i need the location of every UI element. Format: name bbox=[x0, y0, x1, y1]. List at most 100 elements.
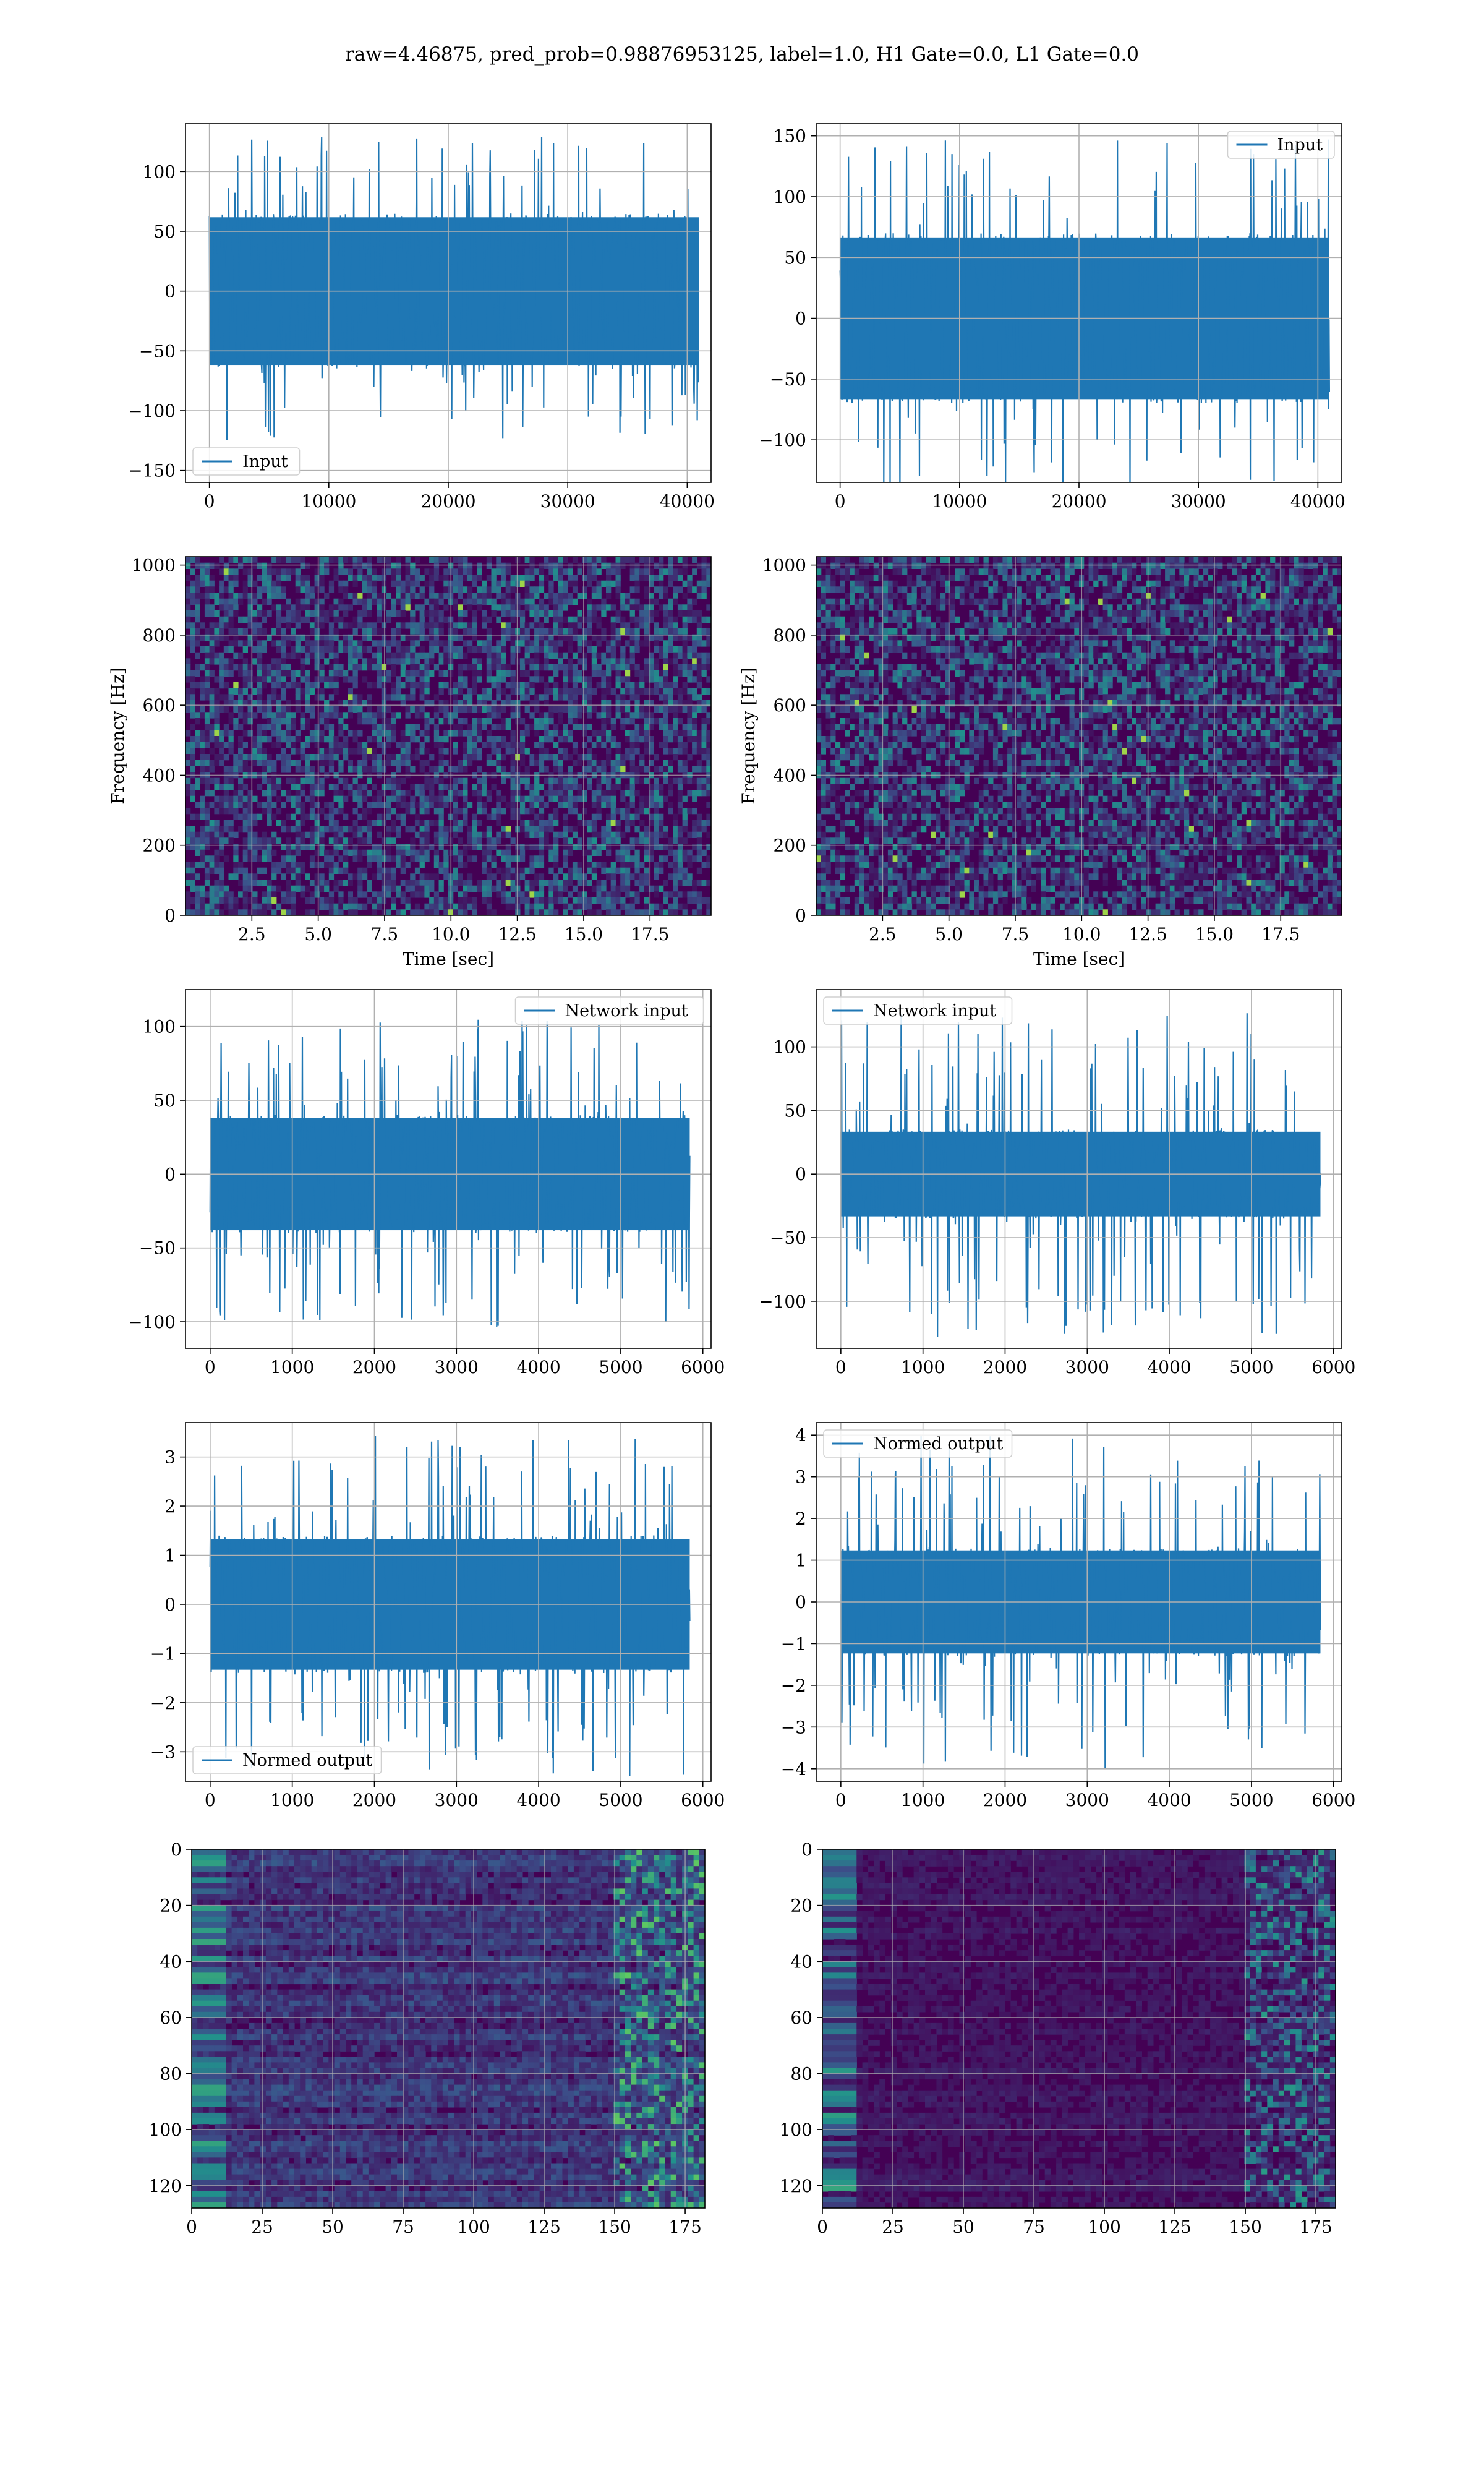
x-tick-label: 125 bbox=[1158, 2217, 1191, 2237]
x-tick-label: 5000 bbox=[1229, 1357, 1273, 1377]
x-tick-label: 17.5 bbox=[631, 924, 669, 944]
x-tick-label: 30000 bbox=[1171, 491, 1226, 511]
y-tick-label: −50 bbox=[770, 369, 806, 390]
chart-spec-l1: 2.5 5.0 7.5 10.0 12.5 15.0 17.5 0 200 400 600 800 10… bbox=[738, 555, 1342, 969]
x-tick-label: 20000 bbox=[1051, 491, 1106, 511]
y-tick-label: 60 bbox=[160, 2008, 182, 2028]
y-tick-label: 400 bbox=[143, 765, 176, 785]
x-tick-label: 125 bbox=[527, 2217, 560, 2237]
x-tick-label: 5.0 bbox=[935, 924, 963, 944]
y-tick-label: 120 bbox=[780, 2176, 812, 2196]
x-tick-label: 150 bbox=[1229, 2217, 1261, 2237]
y-tick-label: −3 bbox=[150, 1742, 176, 1762]
y-tick-label: 50 bbox=[153, 221, 176, 242]
x-tick-label: 20000 bbox=[420, 491, 475, 511]
x-tick-label: 3000 bbox=[435, 1790, 479, 1810]
legend: Network input bbox=[514, 996, 704, 1025]
x-tick-label: 100 bbox=[1088, 2217, 1120, 2237]
y-tick-label: −50 bbox=[770, 1228, 806, 1248]
y-tick-label: 200 bbox=[143, 836, 176, 856]
x-tick-label: 7.5 bbox=[1002, 924, 1030, 944]
legend-label: Input bbox=[242, 452, 288, 471]
legend: Network input bbox=[823, 996, 1013, 1025]
axes-frame bbox=[816, 989, 1342, 1349]
legend-box bbox=[823, 1429, 1013, 1458]
y-tick-label: 150 bbox=[774, 126, 806, 147]
x-tick-label: 1000 bbox=[270, 1357, 314, 1377]
legend: Normed output bbox=[823, 1429, 1013, 1458]
y-tick-label: 0 bbox=[164, 905, 176, 926]
x-tick-label: 0 bbox=[204, 491, 215, 511]
y-tick-label: −100 bbox=[759, 430, 806, 450]
y-tick-label: 3 bbox=[164, 1447, 176, 1468]
y-tick-label: 120 bbox=[149, 2176, 182, 2196]
signal-line bbox=[209, 1436, 691, 1776]
signal-line bbox=[840, 1013, 1321, 1337]
y-tick-label: 0 bbox=[795, 905, 806, 926]
x-tick-label: 6000 bbox=[681, 1357, 725, 1377]
y-tick-label: 2 bbox=[164, 1496, 176, 1517]
y-tick-label: 60 bbox=[790, 2008, 812, 2028]
x-tick-label: 7.5 bbox=[371, 924, 399, 944]
y-tick-label: 100 bbox=[774, 1037, 806, 1058]
y-tick-label: 100 bbox=[774, 187, 806, 207]
chart-ts-l1-network-input: 0 1000 2000 3000 4000 5000 6000 −100 −50 0 50 100 Ne… bbox=[759, 989, 1355, 1377]
x-tick-label: 0 bbox=[817, 2217, 828, 2237]
x-tick-label: 10000 bbox=[932, 491, 987, 511]
x-tick-label: 4000 bbox=[516, 1790, 560, 1810]
y-tick-label: −50 bbox=[139, 1238, 176, 1259]
chart-spec-h1: 2.5 5.0 7.5 10.0 12.5 15.0 17.5 0 200 400 600 800 10… bbox=[108, 555, 712, 969]
x-tick-label: 3000 bbox=[1065, 1357, 1109, 1377]
y-tick-label: 50 bbox=[153, 1090, 176, 1111]
x-tick-label: 15.0 bbox=[1195, 924, 1234, 944]
legend-label: Normed output bbox=[873, 1434, 1003, 1453]
x-tick-label: 2000 bbox=[352, 1790, 396, 1810]
x-tick-label: 6000 bbox=[681, 1790, 725, 1810]
y-tick-label: 0 bbox=[795, 1592, 806, 1612]
y-tick-label: 0 bbox=[795, 309, 806, 329]
y-tick-label: −2 bbox=[150, 1693, 176, 1713]
x-tick-label: 5000 bbox=[599, 1790, 642, 1810]
y-tick-label: 2 bbox=[795, 1509, 806, 1529]
axes-frame bbox=[185, 989, 712, 1349]
y-axis-label: Frequency [Hz] bbox=[738, 667, 759, 804]
heatmap-cells bbox=[192, 1849, 705, 2208]
y-tick-label: 100 bbox=[149, 2120, 182, 2140]
axes-frame bbox=[822, 1849, 1336, 2209]
x-tick-label: 0 bbox=[835, 491, 846, 511]
y-tick-label: −2 bbox=[781, 1676, 806, 1696]
y-tick-label: 40 bbox=[160, 1951, 182, 1972]
legend: Normed output bbox=[192, 1746, 382, 1774]
x-tick-label: 5000 bbox=[1229, 1790, 1273, 1810]
y-tick-label: 80 bbox=[160, 2064, 182, 2084]
signal-line bbox=[839, 139, 1330, 482]
y-tick-label: 0 bbox=[164, 281, 176, 302]
y-tick-label: 20 bbox=[160, 1896, 182, 1916]
axes-frame bbox=[185, 556, 712, 916]
x-tick-label: 175 bbox=[1299, 2217, 1332, 2237]
axes-frame bbox=[816, 556, 1342, 916]
chart-feat-l1: 0 25 50 75 100 125 150 175 0 20 40 60 80 100 120 bbox=[780, 1839, 1336, 2237]
x-tick-label: 150 bbox=[598, 2217, 631, 2237]
y-tick-label: −100 bbox=[759, 1291, 806, 1312]
y-tick-label: −150 bbox=[128, 461, 176, 481]
x-tick-label: 10.0 bbox=[1062, 924, 1101, 944]
x-tick-label: 1000 bbox=[270, 1790, 314, 1810]
y-tick-label: 50 bbox=[784, 247, 806, 268]
x-tick-label: 5000 bbox=[599, 1357, 642, 1377]
heatmap-cells bbox=[186, 557, 711, 915]
y-tick-label: 0 bbox=[801, 1839, 812, 1860]
x-axis-label: Time [sec] bbox=[403, 949, 494, 969]
plot-area bbox=[816, 557, 1342, 915]
x-tick-label: 75 bbox=[392, 2217, 414, 2237]
y-tick-label: 1000 bbox=[132, 555, 176, 576]
x-tick-label: 2000 bbox=[352, 1357, 396, 1377]
y-tick-label: 800 bbox=[143, 625, 176, 646]
x-tick-label: 50 bbox=[322, 2217, 344, 2237]
legend-box bbox=[192, 447, 301, 476]
x-tick-label: 3000 bbox=[1065, 1790, 1109, 1810]
chart-ts-l1-normed-output: 0 1000 2000 3000 4000 5000 6000 −4 −3 −2 −1 0 1 2 3 4 No… bbox=[781, 1422, 1355, 1810]
y-tick-label: −3 bbox=[781, 1717, 806, 1737]
x-tick-label: 12.5 bbox=[1128, 924, 1167, 944]
